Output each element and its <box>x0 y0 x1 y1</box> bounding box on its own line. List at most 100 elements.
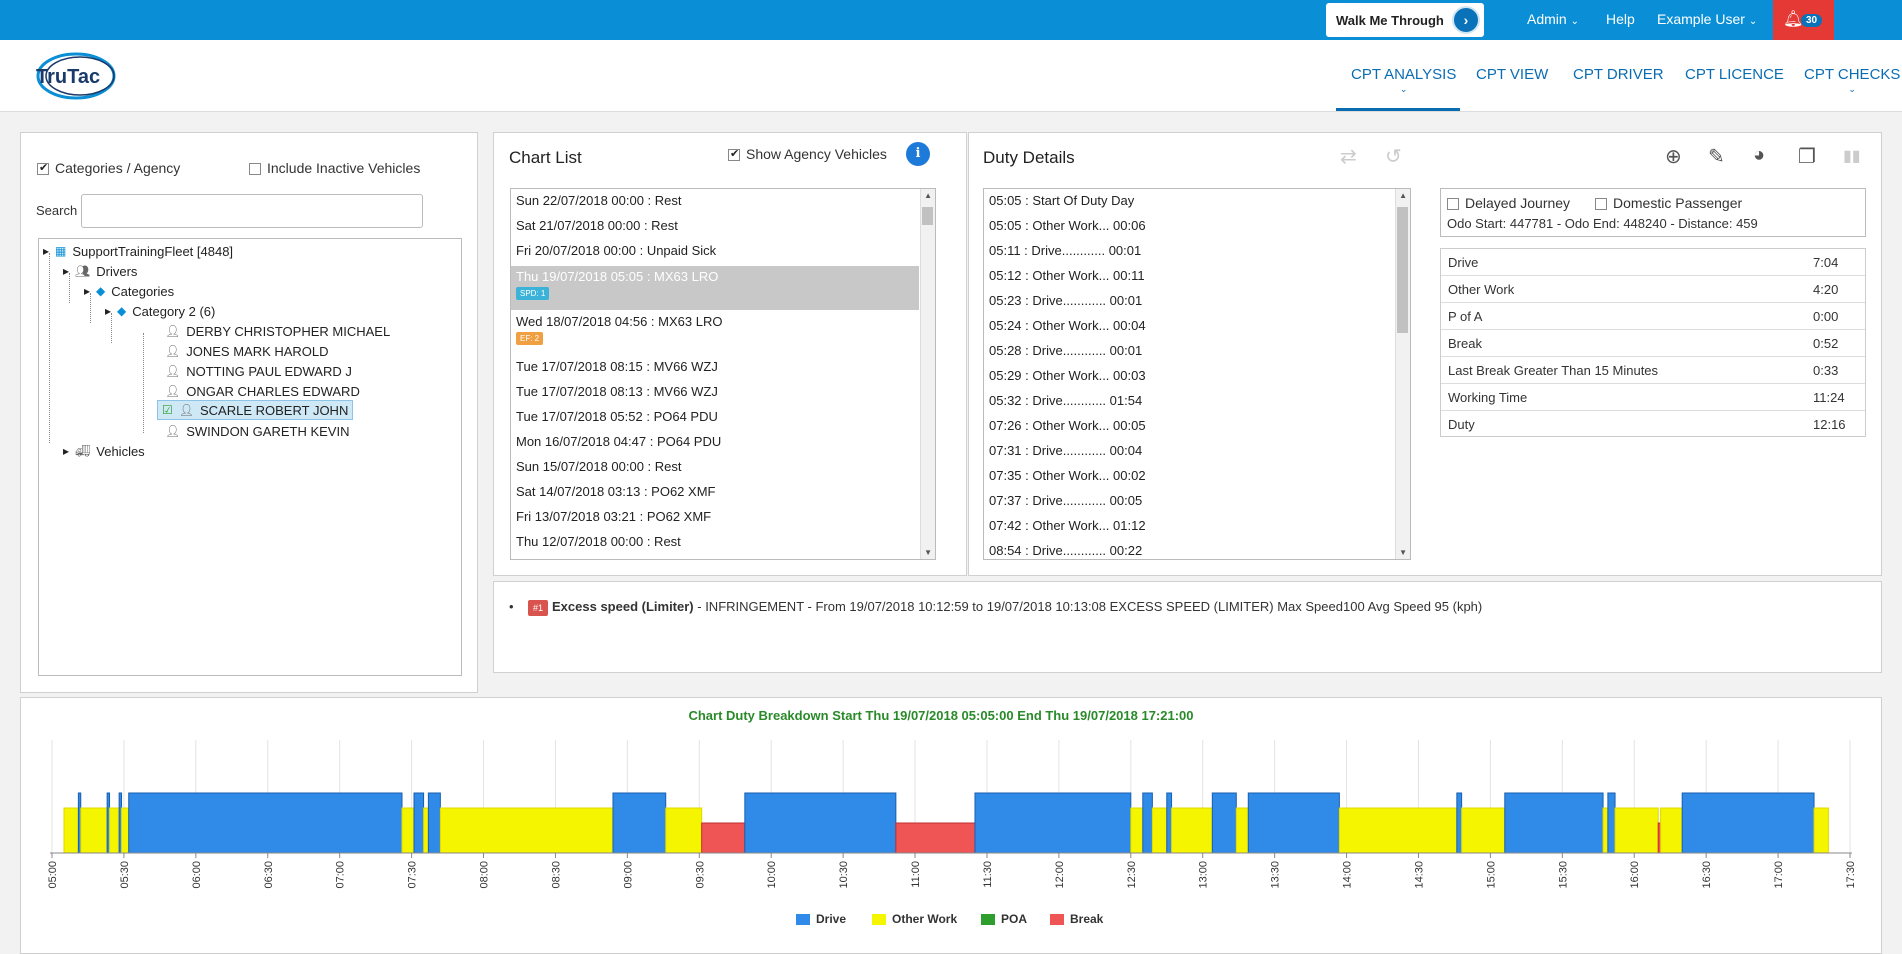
tree-root[interactable]: ▸ ▦ SupportTrainingFleet [4848] <box>43 241 233 261</box>
undo-icon[interactable]: ↺ <box>1385 146 1402 168</box>
duty-entry[interactable]: 07:37 : Drive............ 00:05 <box>989 493 1143 508</box>
notification-count: 30 <box>1801 14 1823 27</box>
tab-cpt-driver[interactable]: CPT DRIVER <box>1573 66 1664 83</box>
chart-list-item[interactable]: Fri 13/07/2018 03:21 : PO62 XMF <box>516 509 712 524</box>
x-tick-label: 16:00 <box>1629 861 1641 889</box>
tree-root-label: SupportTrainingFleet [4848] <box>72 243 234 259</box>
admin-menu[interactable]: Admin ⌄ <box>1527 11 1579 27</box>
chart-list-item[interactable]: Tue 17/07/2018 08:13 : MV66 WZJ <box>516 384 718 399</box>
chart-list-item[interactable]: Sun 22/07/2018 00:00 : Rest <box>516 193 682 208</box>
duty-entry[interactable]: 05:12 : Other Work... 00:11 <box>989 268 1145 283</box>
infringement-item[interactable]: • #1 Excess speed (Limiter) - INFRINGEMEN… <box>509 599 1482 616</box>
summary-value: 12:16 <box>1813 417 1846 432</box>
scroll-thumb[interactable] <box>1397 207 1408 333</box>
user-menu[interactable]: Example User ⌄ <box>1657 11 1757 27</box>
duty-entry[interactable]: 07:26 : Other Work... 00:05 <box>989 418 1146 433</box>
duty-entry[interactable]: 05:32 : Drive............ 01:54 <box>989 393 1143 408</box>
legend-break[interactable]: Break <box>1050 912 1103 926</box>
tree-driver[interactable]: 👤︎ NOTTING PAUL EDWARD J <box>165 361 352 381</box>
chart-list-item[interactable]: Fri 20/07/2018 00:00 : Unpaid Sick <box>516 243 717 258</box>
tab-cpt-checks[interactable]: CPT CHECKS ⌄ <box>1804 66 1900 94</box>
duty-entry[interactable]: 05:24 : Other Work... 00:04 <box>989 318 1146 333</box>
chevron-down-icon: ⌄ <box>1848 84 1856 94</box>
info-icon[interactable]: i <box>906 142 930 166</box>
zoom-in-icon[interactable]: ⊕ <box>1665 146 1682 168</box>
duty-entry[interactable]: 05:05 : Other Work... 00:06 <box>989 218 1146 233</box>
scroll-down-icon[interactable]: ▼ <box>1399 548 1407 557</box>
x-tick-label: 15:00 <box>1485 861 1497 889</box>
chart-list[interactable]: Sun 22/07/2018 00:00 : Rest Sat 21/07/20… <box>510 188 936 560</box>
journey-flags-box: Delayed Journey Domestic Passenger Odo S… <box>1440 188 1866 237</box>
tab-cpt-view[interactable]: CPT VIEW <box>1476 66 1548 83</box>
tree-driver[interactable]: 👤︎ ONGAR CHARLES EDWARD <box>165 381 360 401</box>
edit-icon[interactable]: ✎ <box>1708 146 1725 168</box>
summary-value: 0:33 <box>1813 363 1839 378</box>
tree-category-2[interactable]: ▸ ◆ Category 2 (6) <box>105 301 215 321</box>
scroll-thumb[interactable] <box>922 207 933 225</box>
chart-list-item[interactable]: Tue 17/07/2018 05:52 : PO64 PDU <box>516 409 718 424</box>
chart-list-item[interactable]: Sun 15/07/2018 00:00 : Rest <box>516 459 682 474</box>
show-agency-label: Show Agency Vehicles <box>746 146 887 162</box>
chart-list-item[interactable]: Sat 14/07/2018 03:13 : PO62 XMF <box>516 484 716 499</box>
tree-driver[interactable]: 👤︎ SWINDON GARETH KEVIN <box>165 421 349 441</box>
duty-entry[interactable]: 05:11 : Drive............ 00:01 <box>989 243 1142 258</box>
chart-list-item[interactable]: Wed 18/07/2018 04:56 : MX63 LRO EF: 2 <box>511 314 722 358</box>
chart-list-item[interactable]: Tue 17/07/2018 08:15 : MV66 WZJ <box>516 359 718 374</box>
tree-categories[interactable]: ▸ ◆ Categories <box>84 281 174 301</box>
duty-entry[interactable]: 05:23 : Drive............ 00:01 <box>989 293 1143 308</box>
legend-poa[interactable]: POA <box>981 912 1027 926</box>
segment-other-work <box>1813 807 1829 854</box>
duty-summary-table: Drive 7:04 Other Work 4:20 P of A 0:00 Brea… <box>1440 248 1866 437</box>
legend-label: Other Work <box>892 912 958 926</box>
swap-icon[interactable]: ⇄ <box>1340 146 1357 168</box>
duty-entry[interactable]: 05:05 : Start Of Duty Day <box>989 193 1135 208</box>
copy-icon[interactable]: ❐ <box>1798 146 1816 168</box>
tree-driver-selected[interactable]: ☑ 👤︎ SCARLE ROBERT JOHN <box>157 400 354 420</box>
categories-agency-checkbox[interactable]: Categories / Agency <box>37 160 180 176</box>
tree-drivers[interactable]: ▸ 👥︎ Drivers <box>63 261 137 281</box>
tree-driver[interactable]: 👤︎ DERBY CHRISTOPHER MICHAEL <box>165 321 390 341</box>
tree-driver[interactable]: 👤︎ JONES MARK HAROLD <box>165 341 329 361</box>
scroll-down-icon[interactable]: ▼ <box>924 548 932 557</box>
notifications-button[interactable]: 🔔︎ 30 <box>1773 0 1834 40</box>
duty-entries-list[interactable]: 05:05 : Start Of Duty Day 05:05 : Other … <box>983 188 1411 560</box>
chart-list-scrollbar[interactable]: ▲ ▼ <box>920 189 935 559</box>
legend-other-work[interactable]: Other Work <box>872 912 957 926</box>
tab-cpt-analysis[interactable]: CPT ANALYSIS ⌄ <box>1351 66 1456 94</box>
scroll-up-icon[interactable]: ▲ <box>1399 191 1407 200</box>
x-tick-label: 12:00 <box>1054 861 1066 889</box>
summary-key: Last Break Greater Than 15 Minutes <box>1448 363 1659 378</box>
admin-label: Admin <box>1527 11 1567 27</box>
tab-cpt-licence[interactable]: CPT LICENCE <box>1685 66 1784 83</box>
legend-drive[interactable]: Drive <box>796 912 846 926</box>
delayed-journey-checkbox[interactable]: Delayed Journey <box>1447 195 1570 211</box>
scroll-up-icon[interactable]: ▲ <box>924 191 932 200</box>
summary-key: P of A <box>1448 309 1483 324</box>
chart-list-item[interactable]: Sat 21/07/2018 00:00 : Rest <box>516 218 678 233</box>
chart-list-item[interactable]: Thu 12/07/2018 00:00 : Rest <box>516 534 681 549</box>
duty-entry[interactable]: 07:31 : Drive............ 00:04 <box>989 443 1143 458</box>
pie-chart-icon[interactable]: ◕ <box>1753 144 1766 166</box>
duty-entry[interactable]: 07:35 : Other Work... 00:02 <box>989 468 1146 483</box>
duty-list-scrollbar[interactable]: ▲ ▼ <box>1395 189 1410 559</box>
segment-drive <box>744 792 897 854</box>
person-icon: 👤︎ <box>165 324 181 338</box>
tree-vehicles[interactable]: ▸ 🚚︎ Vehicles <box>63 441 145 461</box>
fleet-tree[interactable]: ▸ ▦ SupportTrainingFleet [4848] ▸ 👥︎ Drivers… <box>38 238 462 676</box>
search-input[interactable] <box>81 194 423 228</box>
duty-entry[interactable]: 07:42 : Other Work... 01:12 <box>989 518 1146 533</box>
duty-entry[interactable]: 08:54 : Drive............ 00:22 <box>989 543 1143 558</box>
walk-me-through-button[interactable]: Walk Me Through › <box>1326 3 1484 37</box>
bar-chart-icon[interactable]: ▮▮ <box>1843 148 1861 165</box>
chart-list-item[interactable]: Mon 16/07/2018 04:47 : PO64 PDU <box>516 434 722 449</box>
main-nav: TruTac CPT ANALYSIS ⌄ CPT VIEW CPT DRIVER… <box>0 40 1902 112</box>
show-agency-checkbox[interactable]: Show Agency Vehicles <box>728 146 887 162</box>
help-link[interactable]: Help <box>1606 11 1635 27</box>
domestic-passenger-checkbox[interactable]: Domestic Passenger <box>1595 195 1742 211</box>
duty-entry[interactable]: 05:29 : Other Work... 00:03 <box>989 368 1146 383</box>
include-inactive-checkbox[interactable]: Include Inactive Vehicles <box>249 160 420 176</box>
chart-list-item-selected[interactable]: Thu 19/07/2018 05:05 : MX63 LRO SPD: 1 <box>511 266 919 310</box>
duty-entry[interactable]: 05:28 : Drive............ 00:01 <box>989 343 1143 358</box>
x-tick-label: 13:00 <box>1198 861 1210 889</box>
delayed-journey-label: Delayed Journey <box>1465 195 1571 211</box>
